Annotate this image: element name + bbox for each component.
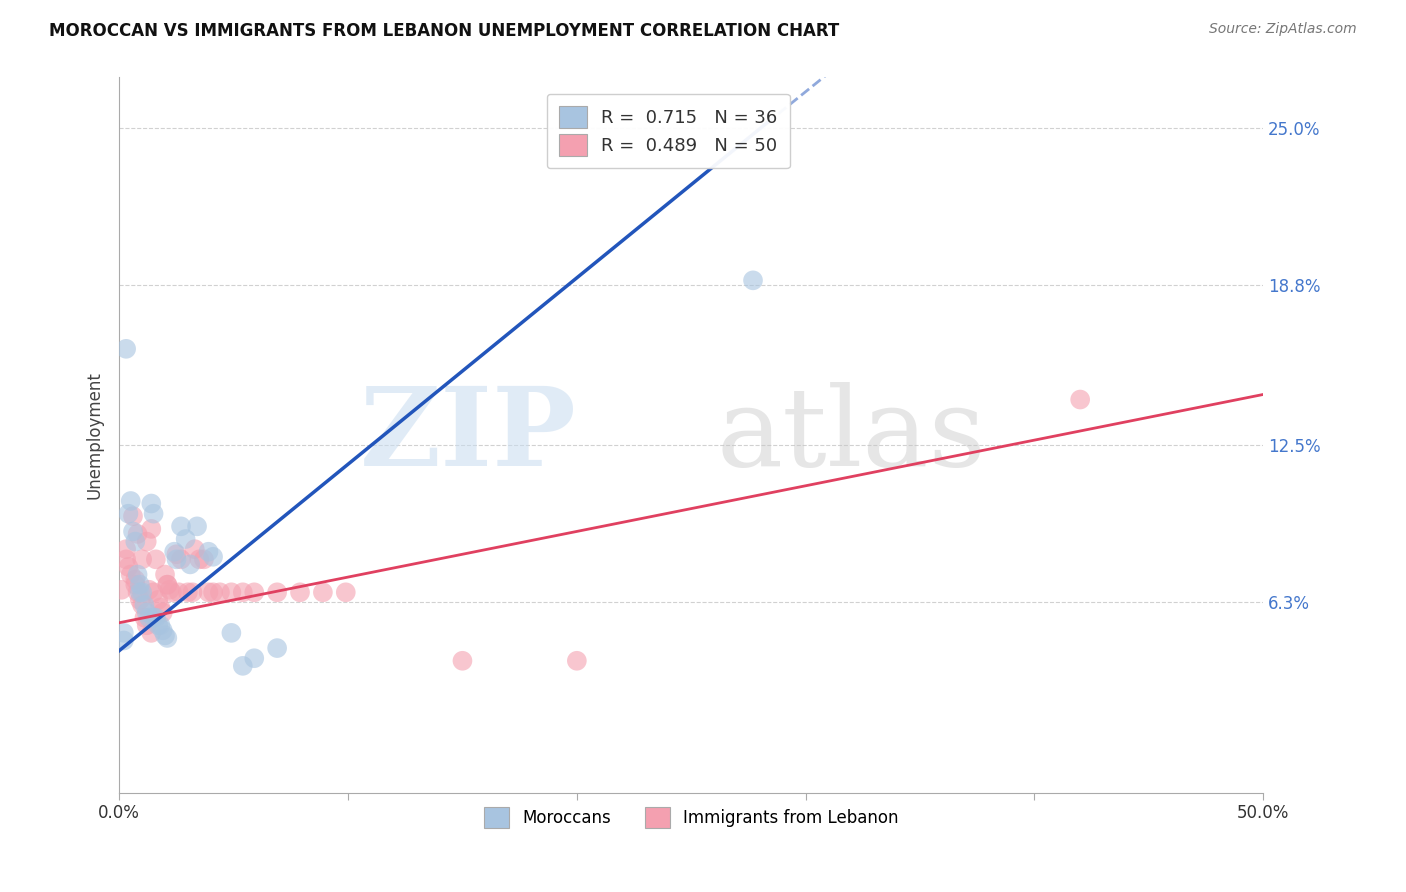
Point xyxy=(335,585,357,599)
Point xyxy=(451,654,474,668)
Point xyxy=(202,549,225,564)
Point xyxy=(117,507,139,521)
Point xyxy=(141,522,163,536)
Point xyxy=(120,494,142,508)
Point xyxy=(188,552,211,566)
Point xyxy=(156,577,179,591)
Point xyxy=(141,496,163,510)
Point xyxy=(160,585,183,599)
Point xyxy=(145,610,167,624)
Point xyxy=(197,585,219,599)
Point xyxy=(122,509,145,524)
Point xyxy=(128,585,150,599)
Point xyxy=(159,582,181,597)
Point xyxy=(141,625,163,640)
Point xyxy=(170,552,193,566)
Point xyxy=(193,552,215,566)
Point xyxy=(115,542,138,557)
Point xyxy=(131,598,153,612)
Point xyxy=(127,527,149,541)
Point xyxy=(135,618,157,632)
Point xyxy=(149,600,172,615)
Point xyxy=(208,585,231,599)
Legend: Moroccans, Immigrants from Lebanon: Moroccans, Immigrants from Lebanon xyxy=(478,801,905,834)
Point xyxy=(221,625,243,640)
Point xyxy=(156,631,179,645)
Point xyxy=(117,560,139,574)
Y-axis label: Unemployment: Unemployment xyxy=(86,371,103,499)
Point xyxy=(128,593,150,607)
Point xyxy=(177,585,200,599)
Point xyxy=(186,519,208,533)
Point xyxy=(124,573,146,587)
Point xyxy=(128,577,150,591)
Point xyxy=(120,567,142,582)
Point xyxy=(115,552,138,566)
Point xyxy=(232,658,254,673)
Point xyxy=(112,633,135,648)
Point xyxy=(742,273,765,287)
Point xyxy=(243,585,266,599)
Point xyxy=(134,610,156,624)
Point xyxy=(127,585,149,599)
Point xyxy=(153,567,176,582)
Point xyxy=(115,342,138,356)
Point xyxy=(145,552,167,566)
Point xyxy=(146,593,169,607)
Point xyxy=(156,577,179,591)
Point xyxy=(166,552,188,566)
Point xyxy=(232,585,254,599)
Point xyxy=(202,585,225,599)
Point xyxy=(243,651,266,665)
Point xyxy=(170,519,193,533)
Point xyxy=(138,610,160,624)
Point xyxy=(131,585,153,599)
Point xyxy=(112,625,135,640)
Point xyxy=(167,585,190,599)
Point xyxy=(142,610,165,624)
Point xyxy=(146,618,169,632)
Point xyxy=(134,598,156,612)
Text: atlas: atlas xyxy=(717,382,986,489)
Point xyxy=(221,585,243,599)
Point xyxy=(122,524,145,539)
Point xyxy=(152,624,174,638)
Point xyxy=(124,534,146,549)
Point xyxy=(149,618,172,632)
Point xyxy=(131,552,153,566)
Point xyxy=(142,585,165,599)
Point xyxy=(181,585,204,599)
Point xyxy=(138,582,160,597)
Point xyxy=(153,628,176,642)
Point xyxy=(266,585,288,599)
Point xyxy=(266,641,288,656)
Point xyxy=(174,532,197,546)
Text: MOROCCAN VS IMMIGRANTS FROM LEBANON UNEMPLOYMENT CORRELATION CHART: MOROCCAN VS IMMIGRANTS FROM LEBANON UNEM… xyxy=(49,22,839,40)
Point xyxy=(166,547,188,561)
Point xyxy=(135,606,157,620)
Point xyxy=(312,585,335,599)
Point xyxy=(110,582,132,597)
Point xyxy=(184,542,207,557)
Text: Source: ZipAtlas.com: Source: ZipAtlas.com xyxy=(1209,22,1357,37)
Text: ZIP: ZIP xyxy=(360,382,576,489)
Point xyxy=(152,606,174,620)
Point xyxy=(163,545,186,559)
Point xyxy=(127,567,149,582)
Point xyxy=(1069,392,1091,407)
Point xyxy=(288,585,311,599)
Point xyxy=(565,654,588,668)
Point xyxy=(179,558,201,572)
Point xyxy=(197,545,219,559)
Point xyxy=(142,507,165,521)
Point xyxy=(124,577,146,591)
Point xyxy=(135,534,157,549)
